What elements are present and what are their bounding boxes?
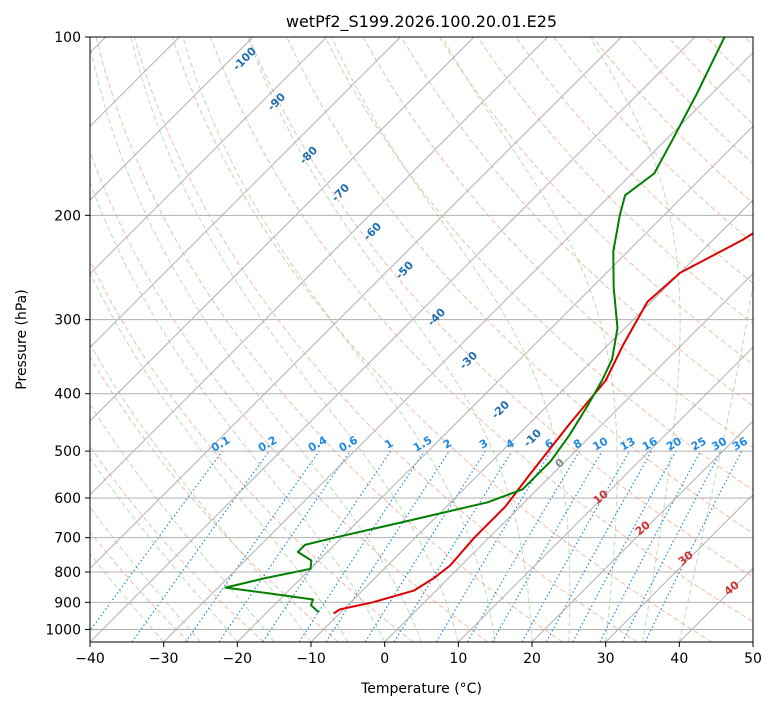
moist-adiabat-line — [90, 42, 422, 642]
dry-adiabat-line — [90, 531, 190, 642]
x-tick-label: 20 — [523, 651, 541, 667]
mixing-ratio-line — [262, 450, 392, 642]
isotherm-line — [163, 51, 753, 642]
y-tick-label: 500 — [54, 444, 81, 460]
temperature-profile-line — [333, 232, 753, 615]
dry-adiabat-line — [210, 37, 753, 623]
isotherm-line — [605, 493, 753, 642]
moist-adiabat-line — [90, 403, 275, 642]
isotherm-line — [310, 199, 753, 642]
isotherm-line — [90, 37, 254, 201]
x-tick-label: −10 — [296, 651, 326, 667]
isotherm-line — [90, 37, 696, 642]
isotherm-line — [90, 37, 549, 496]
x-tick-label: 0 — [380, 651, 389, 667]
dry-adiabat-line — [171, 37, 712, 642]
isotherm-line — [90, 37, 328, 275]
dry-adiabat-line — [90, 356, 339, 642]
mixing-ratio-line — [325, 450, 450, 642]
moist-adiabat-line — [441, 37, 618, 642]
dry-adiabat-line — [400, 37, 753, 407]
mixing-ratio-line — [218, 450, 351, 642]
isotherm-line — [457, 346, 753, 642]
dry-adiabat-line — [324, 37, 753, 491]
mixing-ratio-lines — [90, 450, 743, 642]
mixing-ratio-line — [644, 450, 743, 642]
dry-adiabat-line — [248, 37, 753, 578]
dry-adiabat-line — [90, 445, 264, 642]
plot-area: 0.1 0.2 0.4 0.6 1 1.5 2 3 4 6 8 10 13 16 20 25 30 36-100-… — [90, 37, 753, 642]
mixing-ratio-line — [90, 450, 223, 632]
x-tick-label: −20 — [223, 651, 253, 667]
profiles — [224, 37, 753, 615]
mixing-ratio-line — [545, 450, 653, 642]
moist-adiabat-line — [90, 271, 349, 642]
y-tick-label: 100 — [54, 30, 81, 46]
dry-adiabat-line — [90, 150, 488, 642]
isotherm-line — [236, 125, 753, 642]
chart-title: wetPf2_S199.2026.100.20.01.E25 — [286, 12, 557, 32]
y-tick-label: 300 — [54, 313, 81, 329]
x-tick-label: −40 — [75, 651, 105, 667]
y-tick-label: 900 — [54, 595, 81, 611]
dewpoint-profile-line — [224, 37, 726, 613]
x-tick-label: 50 — [744, 651, 762, 667]
mixing-ratio-line — [185, 450, 320, 642]
dry-adiabat-line — [95, 37, 563, 642]
moist-adiabat-line — [247, 37, 533, 642]
isobars — [90, 37, 753, 630]
dry-adiabats — [90, 37, 753, 642]
dry-adiabat-line — [133, 37, 638, 642]
moist-adiabat-line — [589, 37, 681, 642]
moist-adiabat-line — [678, 280, 753, 642]
moist-adiabat-line — [130, 37, 459, 642]
y-tick-label: 800 — [54, 565, 81, 581]
y-tick-label: 600 — [54, 491, 81, 507]
y-tick-label: 700 — [54, 531, 81, 547]
dry-adiabat-line — [515, 37, 753, 284]
x-tick-label: 40 — [670, 651, 688, 667]
mixing-ratio-line — [572, 450, 677, 642]
mixing-ratio-line — [131, 450, 270, 642]
y-tick-label: 200 — [54, 208, 81, 224]
isotherm-line — [531, 420, 753, 642]
dry-adiabat-line — [438, 37, 753, 366]
isotherm-line — [384, 272, 753, 642]
mixing-ratio-line — [393, 450, 513, 642]
x-axis-title: Temperature (°C) — [360, 681, 482, 697]
moist-adiabat-line — [90, 457, 238, 642]
plot-frame — [89, 36, 754, 643]
y-axis: 1000 900 800 700 600 500 400 300 200 100 — [45, 30, 90, 638]
x-tick-label: 10 — [449, 651, 467, 667]
isotherm-line — [90, 37, 401, 349]
moist-adiabat-line — [182, 37, 496, 642]
moist-adiabat-line — [331, 37, 571, 642]
y-tick-label: 400 — [54, 387, 81, 403]
y-tick-label: 1000 — [45, 622, 81, 638]
x-tick-label: 30 — [597, 651, 615, 667]
isotherm-line — [90, 37, 475, 422]
x-axis: −40 −30 −20 −10 0 10 20 30 40 50 — [75, 642, 762, 667]
isotherm-line — [90, 37, 622, 570]
skewed-isotherms — [90, 37, 753, 642]
mixing-ratio-line — [298, 450, 425, 642]
mixing-ratio-line — [521, 450, 631, 642]
y-axis-title: Pressure (hPa) — [14, 289, 30, 389]
x-tick-label: −30 — [149, 651, 179, 667]
